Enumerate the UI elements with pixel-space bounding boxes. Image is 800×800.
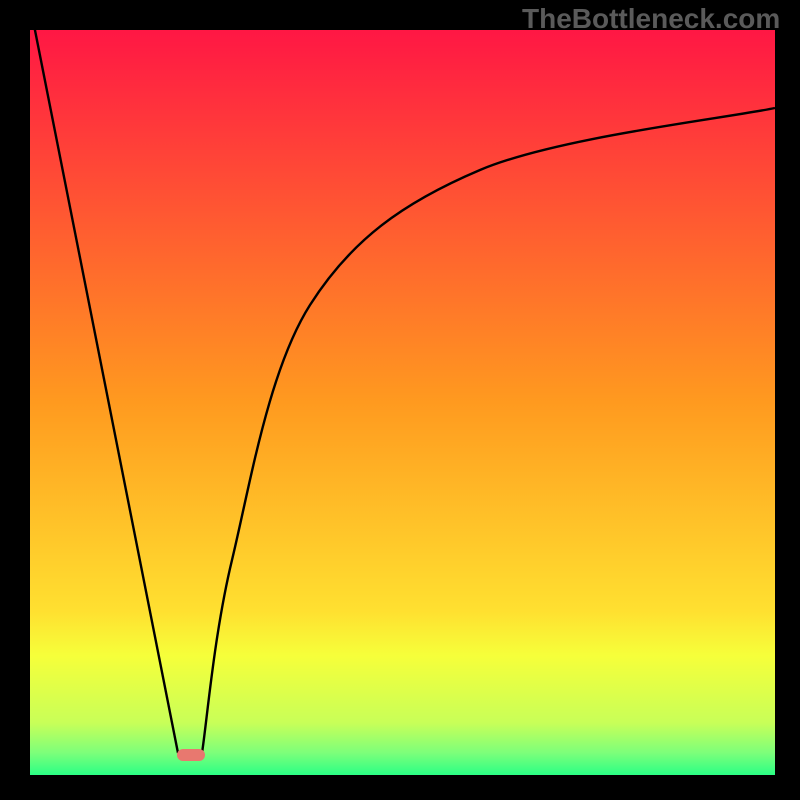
curve-left-segment xyxy=(30,5,178,753)
curve-layer xyxy=(0,0,800,800)
curve-right-segment xyxy=(202,108,775,753)
minimum-marker xyxy=(177,749,205,761)
chart-root: TheBottleneck.com xyxy=(0,0,800,800)
